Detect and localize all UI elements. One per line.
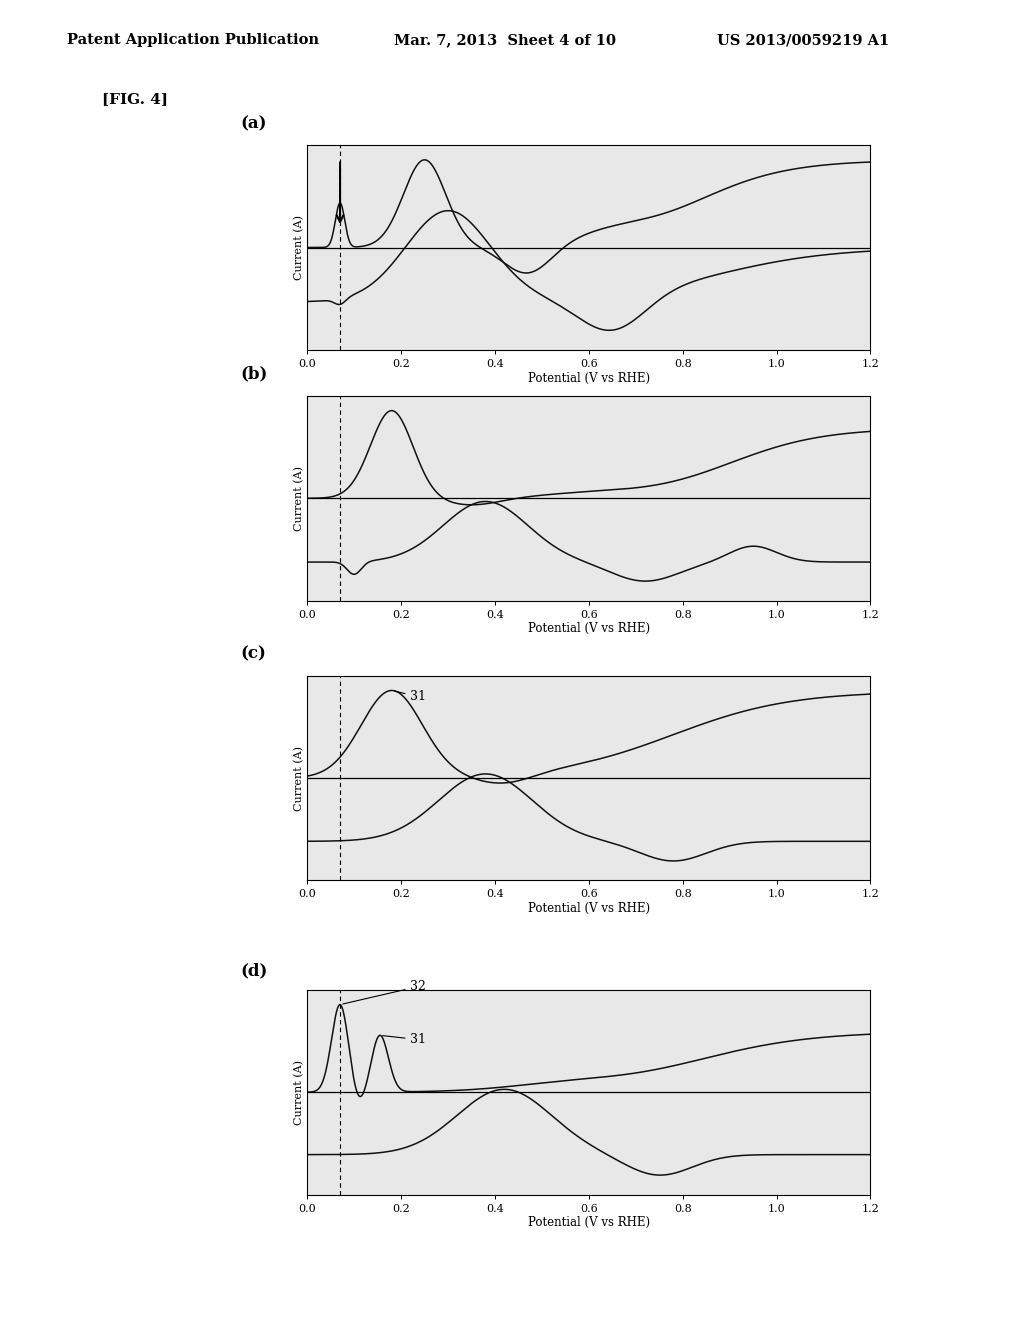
Text: US 2013/0059219 A1: US 2013/0059219 A1 — [717, 33, 889, 48]
Text: 32: 32 — [343, 979, 426, 1005]
Text: Mar. 7, 2013  Sheet 4 of 10: Mar. 7, 2013 Sheet 4 of 10 — [394, 33, 616, 48]
Text: (d): (d) — [241, 962, 268, 979]
Y-axis label: Current (A): Current (A) — [294, 1060, 304, 1125]
Text: [FIG. 4]: [FIG. 4] — [102, 92, 168, 107]
Y-axis label: Current (A): Current (A) — [294, 215, 304, 280]
Text: 31: 31 — [394, 690, 426, 704]
X-axis label: Potential (V vs RHE): Potential (V vs RHE) — [527, 903, 650, 915]
X-axis label: Potential (V vs RHE): Potential (V vs RHE) — [527, 623, 650, 635]
Y-axis label: Current (A): Current (A) — [294, 746, 304, 810]
Text: (a): (a) — [241, 115, 267, 132]
X-axis label: Potential (V vs RHE): Potential (V vs RHE) — [527, 372, 650, 384]
Y-axis label: Current (A): Current (A) — [294, 466, 304, 531]
Text: (c): (c) — [241, 645, 266, 663]
Text: Patent Application Publication: Patent Application Publication — [67, 33, 318, 48]
Text: 31: 31 — [383, 1034, 426, 1047]
X-axis label: Potential (V vs RHE): Potential (V vs RHE) — [527, 1217, 650, 1229]
Text: (b): (b) — [241, 366, 268, 383]
